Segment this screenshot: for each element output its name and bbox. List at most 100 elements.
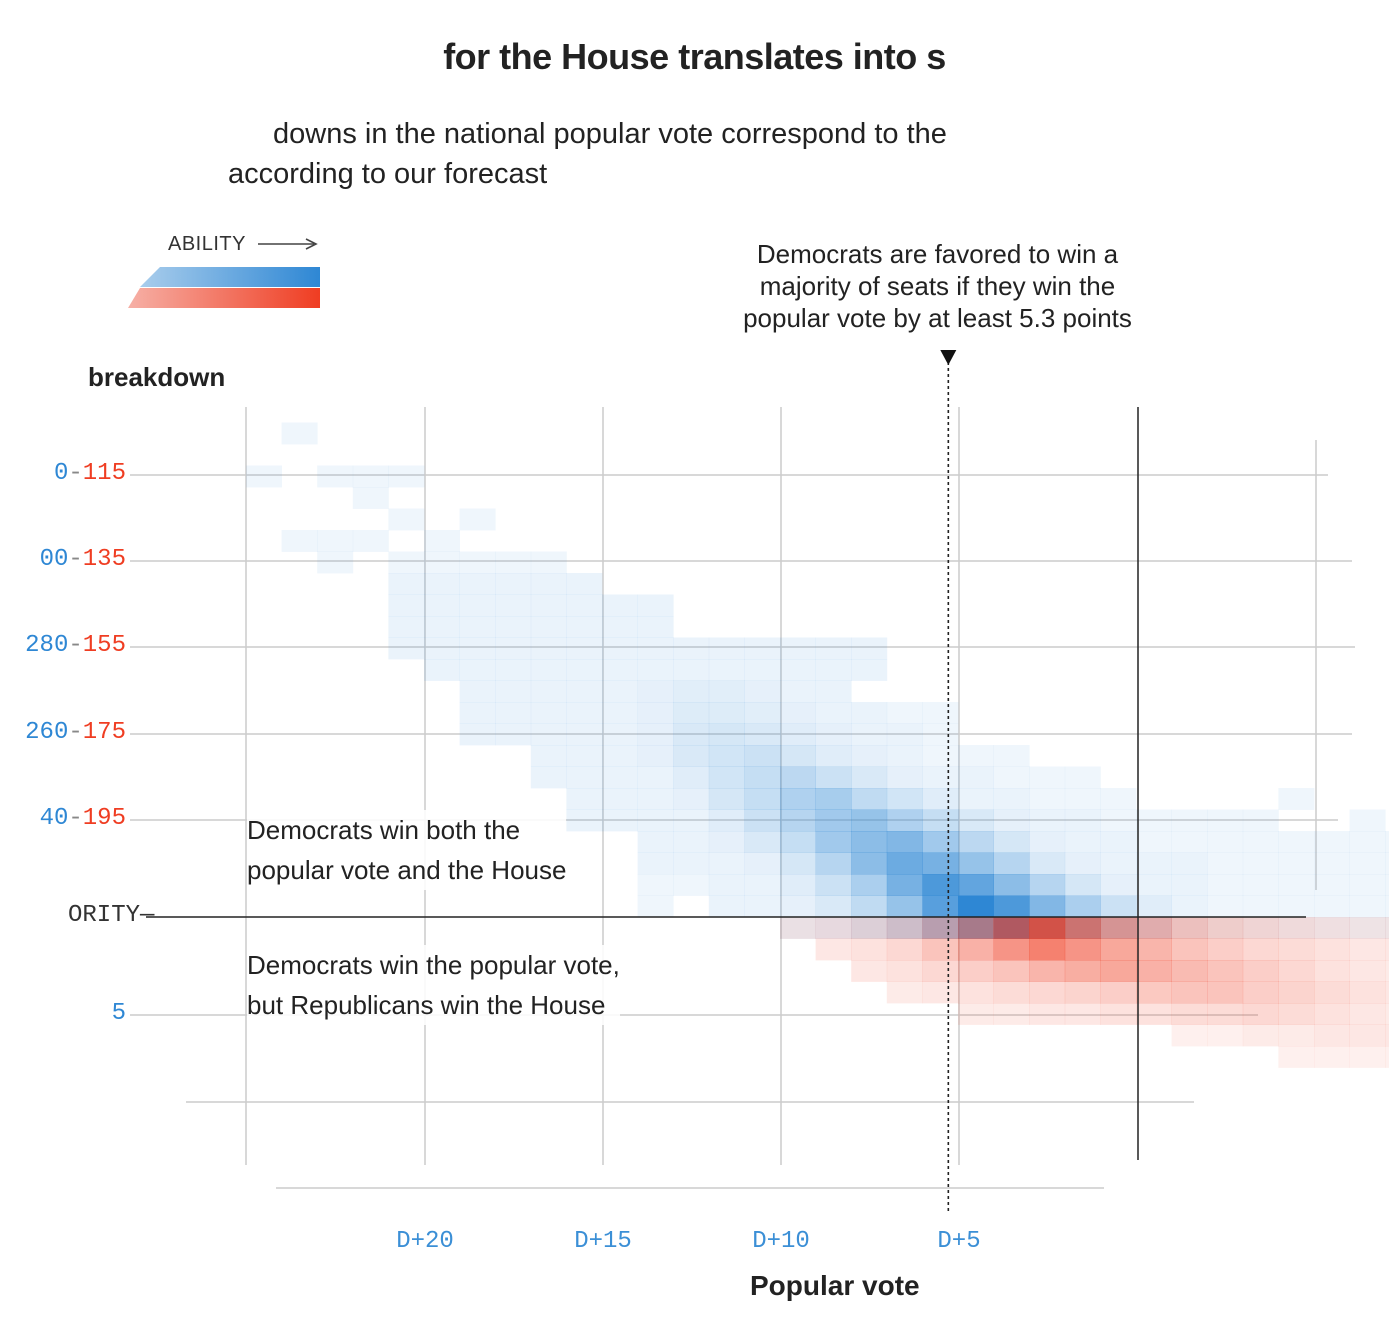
heatmap-cell-dem bbox=[1064, 788, 1101, 810]
heatmap-cell-dem bbox=[637, 852, 674, 875]
heatmap-cell-dem bbox=[1100, 809, 1137, 832]
x-axis-title: Popular vote bbox=[750, 1270, 920, 1301]
heatmap-cell-dem bbox=[1278, 852, 1315, 875]
heatmap-cell-dem bbox=[815, 702, 852, 724]
heatmap-cell-rep bbox=[1029, 938, 1066, 961]
heatmap-cell-dem bbox=[815, 874, 852, 896]
heatmap-cell-dem bbox=[1349, 809, 1386, 832]
heatmap-cell-dem bbox=[637, 788, 674, 810]
heatmap-cell-dem bbox=[744, 680, 781, 703]
heatmap-cell-dem bbox=[602, 766, 638, 789]
heatmap-cell-dem bbox=[886, 917, 923, 939]
heatmap-cell-dem bbox=[1029, 874, 1066, 896]
heatmap-cell-dem bbox=[388, 616, 425, 638]
heatmap-cell-rep bbox=[1100, 938, 1137, 961]
heatmap-cell-dem bbox=[459, 594, 496, 617]
heatmap-cell-dem bbox=[708, 702, 745, 724]
heatmap-cell-dem bbox=[708, 852, 745, 875]
heatmap-cell-dem bbox=[886, 852, 923, 875]
heatmap-cell-dem bbox=[851, 723, 888, 746]
heatmap-cell-dem bbox=[637, 680, 674, 703]
heatmap-cell-dem bbox=[1314, 917, 1350, 939]
heatmap-cell-dem bbox=[317, 465, 354, 488]
y-tick-dem-seats: 260 bbox=[25, 719, 69, 746]
y-tick-separator: - bbox=[68, 460, 83, 487]
heatmap-cell-dem bbox=[1100, 895, 1137, 918]
heatmap-cell-dem bbox=[815, 788, 852, 810]
heatmap-cell-rep bbox=[1207, 960, 1244, 982]
heatmap-cell-dem bbox=[602, 745, 638, 767]
heatmap-cell-dem bbox=[637, 809, 674, 832]
heatmap-cell-dem bbox=[566, 766, 603, 789]
y-tick-dem-seats: 280 bbox=[25, 632, 69, 659]
heatmap-cell-dem bbox=[459, 637, 496, 660]
heatmap-cell-dem bbox=[780, 723, 816, 746]
heatmap-cell-dem bbox=[958, 874, 994, 896]
y-tick-rep-seats: 175 bbox=[82, 719, 126, 746]
heatmap-cell-dem bbox=[1064, 809, 1101, 832]
heatmap-cell-dem bbox=[958, 852, 994, 875]
heatmap-cell-rep bbox=[958, 1003, 994, 1025]
heatmap-cell-dem bbox=[744, 895, 781, 918]
annotation-dem-win-both: Democrats win both the popular vote and … bbox=[247, 810, 567, 890]
heatmap-cell-dem bbox=[1385, 831, 1389, 853]
heatmap-cell-dem bbox=[993, 788, 1030, 810]
heatmap-cell-dem bbox=[388, 594, 425, 617]
heatmap-cell-dem bbox=[530, 680, 567, 703]
heatmap-cell-dem bbox=[495, 616, 532, 638]
legend-dem-ramp bbox=[140, 267, 320, 287]
heatmap-cell-dem bbox=[637, 594, 674, 617]
heatmap-cell-dem bbox=[780, 809, 816, 832]
heatmap-cell-dem bbox=[708, 637, 745, 660]
heatmap-cell-dem bbox=[495, 573, 532, 595]
heatmap-cell-dem bbox=[886, 831, 923, 853]
heatmap-cell-dem bbox=[1349, 874, 1386, 896]
y-tick-label: 280-155 bbox=[0, 632, 126, 659]
heatmap-cell-dem bbox=[815, 852, 852, 875]
heatmap-cell-rep bbox=[815, 938, 852, 961]
heatmap-cell-dem bbox=[815, 723, 852, 746]
heatmap-cell-dem bbox=[673, 809, 710, 832]
heatmap-cell-dem bbox=[1278, 874, 1315, 896]
heatmap-cell-rep bbox=[1278, 1046, 1315, 1068]
heatmap-cell-dem bbox=[1242, 895, 1279, 918]
heatmap-cell-dem bbox=[1171, 917, 1208, 939]
heatmap-cell-dem bbox=[530, 637, 567, 660]
legend-color-ramps bbox=[128, 267, 320, 308]
heatmap-cell-dem bbox=[1278, 831, 1315, 853]
heatmap-cell-dem bbox=[530, 573, 567, 595]
heatmap-cell-dem bbox=[317, 551, 354, 574]
heatmap-cell-dem bbox=[459, 723, 496, 746]
heatmap-cell-rep bbox=[1100, 1003, 1137, 1025]
heatmap-cell-dem bbox=[424, 551, 460, 574]
heatmap-cell-rep bbox=[851, 938, 888, 961]
y-tick-label: 260-175 bbox=[0, 719, 126, 746]
heatmap-cell-rep bbox=[886, 938, 923, 961]
heatmap-cell-dem bbox=[851, 874, 888, 896]
annotation-dem-win-both-line-2: popular vote and the House bbox=[247, 855, 567, 885]
heatmap-cell-dem bbox=[922, 831, 959, 853]
heatmap-cell-dem bbox=[602, 788, 638, 810]
heatmap-cell-rep bbox=[993, 960, 1030, 982]
heatmap-cell-dem bbox=[1242, 852, 1279, 875]
heatmap-cell-dem bbox=[1064, 831, 1101, 853]
heatmap-cell-rep bbox=[1064, 960, 1101, 982]
heatmap-cell-dem bbox=[922, 766, 959, 789]
heatmap-cell-rep bbox=[1242, 1003, 1279, 1025]
heatmap-cell-dem bbox=[780, 745, 816, 767]
heatmap-cell-dem bbox=[424, 530, 460, 552]
heatmap-cell-dem bbox=[602, 702, 638, 724]
y-tick-rep-seats: 155 bbox=[82, 632, 126, 659]
heatmap-cell-dem bbox=[886, 895, 923, 918]
heatmap-cell-rep bbox=[922, 938, 959, 961]
heatmap-cell-dem bbox=[495, 637, 532, 660]
y-tick-dem-seats: 00 bbox=[39, 546, 69, 573]
heatmap-cell-dem bbox=[388, 465, 425, 488]
annotation-split-outcome-line-2: but Republicans win the House bbox=[247, 990, 606, 1020]
legend-rep-ramp bbox=[128, 288, 320, 308]
heatmap-cell-dem bbox=[673, 659, 710, 681]
heatmap-cell-rep bbox=[851, 917, 888, 939]
heatmap-cell-dem bbox=[602, 616, 638, 638]
heatmap-cell-rep bbox=[1349, 1003, 1386, 1025]
